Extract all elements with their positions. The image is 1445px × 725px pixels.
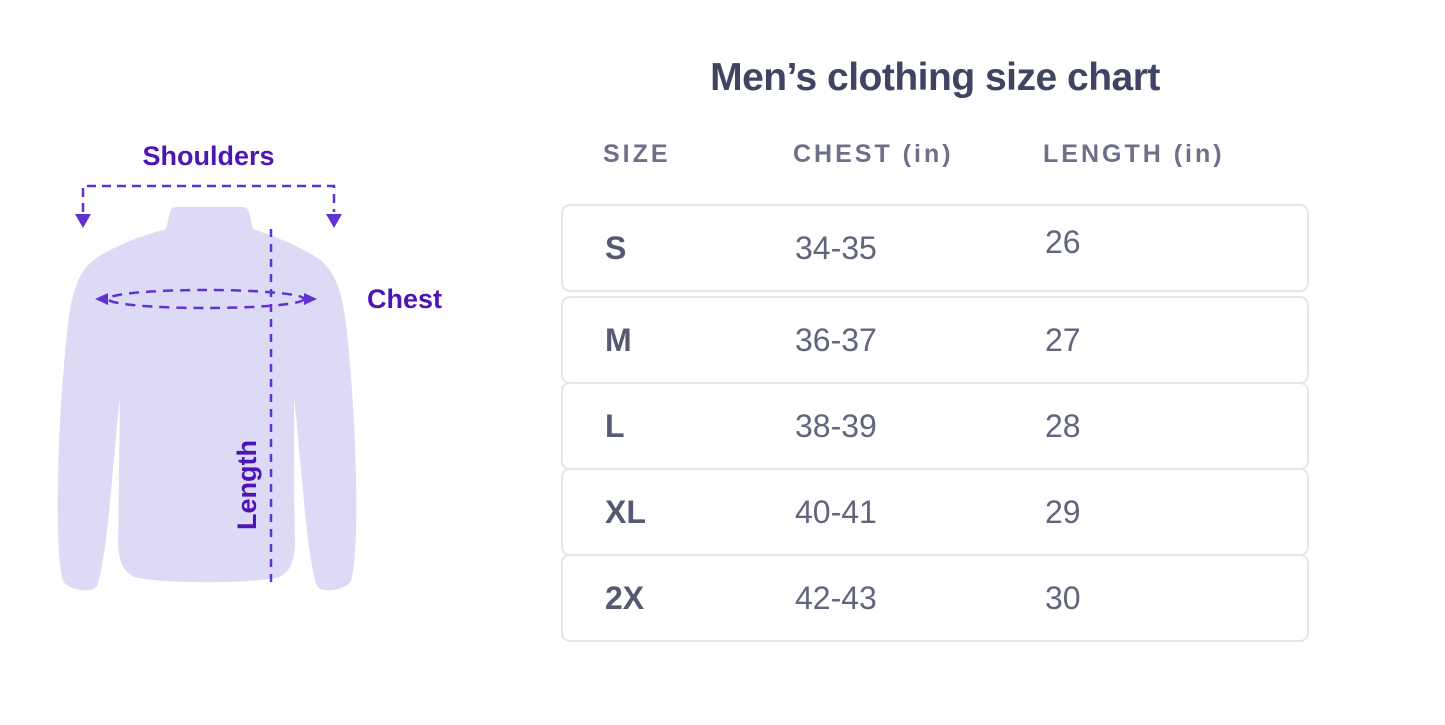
length-cell: 26 xyxy=(1045,223,1081,260)
table-header-row: SIZE CHEST (in) LENGTH (in) xyxy=(561,139,1309,169)
shirt-diagram-svg xyxy=(57,184,357,591)
table-row: XL 40-41 29 xyxy=(561,468,1309,556)
chest-cell: 40-41 xyxy=(795,493,877,530)
chest-label: Chest xyxy=(367,284,443,314)
size-cell: S xyxy=(605,229,627,266)
length-cell: 29 xyxy=(1045,493,1081,530)
arrow-down-right-icon xyxy=(326,214,342,228)
table-row: L 38-39 28 xyxy=(561,382,1309,470)
length-cell: 27 xyxy=(1045,321,1081,358)
arrow-left-icon xyxy=(95,293,108,305)
page-title: Men’s clothing size chart xyxy=(710,56,1160,99)
column-header-size: SIZE xyxy=(603,139,671,168)
shoulders-measure-line xyxy=(81,184,336,212)
table-row: M 36-37 27 xyxy=(561,296,1309,384)
shoulders-label: Shoulders xyxy=(142,141,275,171)
arrow-down-left-icon xyxy=(75,214,91,228)
shirt-measurement-diagram: Shoulders Chest Length xyxy=(0,0,500,725)
shirt-silhouette xyxy=(57,207,357,591)
column-header-length: LENGTH (in) xyxy=(1043,139,1225,168)
chest-cell: 42-43 xyxy=(795,579,877,616)
table-row: 2X 42-43 30 xyxy=(561,554,1309,642)
length-cell: 28 xyxy=(1045,407,1081,444)
size-cell: L xyxy=(605,407,625,444)
size-cell: 2X xyxy=(605,579,645,616)
arrow-right-icon xyxy=(304,293,317,305)
table-row: S 34-35 26 xyxy=(561,204,1309,292)
chest-cell: 34-35 xyxy=(795,229,877,266)
column-header-chest: CHEST (in) xyxy=(793,139,954,168)
length-cell: 30 xyxy=(1045,579,1081,616)
table-body: S 34-35 26 M 36-37 27 L 38-39 28 XL 40-4… xyxy=(561,204,1309,642)
chest-cell: 36-37 xyxy=(795,321,877,358)
chest-cell: 38-39 xyxy=(795,407,877,444)
size-cell: M xyxy=(605,321,632,358)
size-cell: XL xyxy=(605,493,646,530)
length-label: Length xyxy=(232,440,262,530)
